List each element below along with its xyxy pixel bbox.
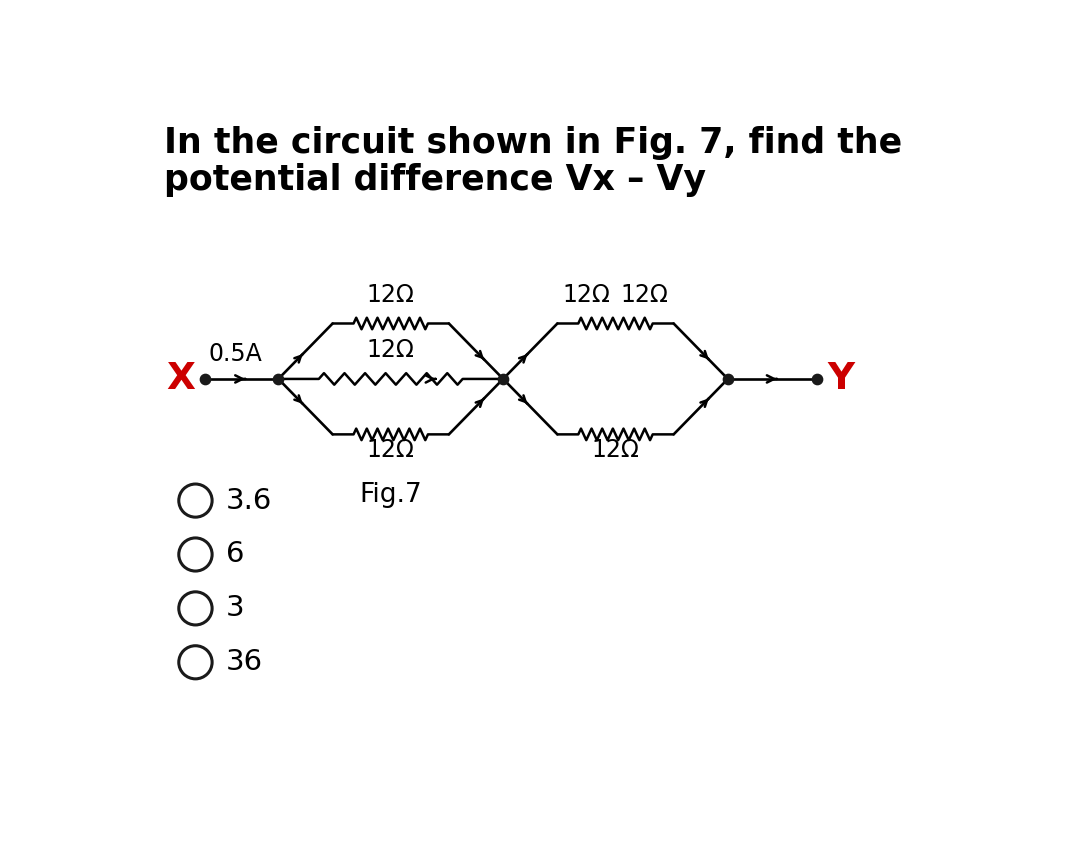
Text: In the circuit shown in Fig. 7, find the: In the circuit shown in Fig. 7, find the — [164, 127, 903, 160]
Point — [270, 372, 287, 386]
Text: Fig.7: Fig.7 — [360, 482, 422, 508]
Text: 12Ω: 12Ω — [563, 283, 610, 307]
Text: 0.5A: 0.5A — [208, 342, 262, 366]
Text: 3: 3 — [226, 595, 245, 623]
Text: Y: Y — [828, 361, 855, 397]
Text: 3.6: 3.6 — [226, 486, 272, 515]
Text: 12Ω: 12Ω — [367, 338, 415, 362]
Text: X: X — [166, 361, 195, 397]
Point — [719, 372, 737, 386]
Text: 12Ω: 12Ω — [592, 438, 639, 462]
Text: 6: 6 — [226, 540, 244, 569]
Point — [808, 372, 825, 386]
Text: 36: 36 — [226, 649, 264, 676]
Text: 12Ω: 12Ω — [367, 283, 415, 307]
Text: potential difference Vx – Vy: potential difference Vx – Vy — [164, 163, 706, 198]
Point — [495, 372, 512, 386]
Text: 12Ω: 12Ω — [621, 283, 669, 307]
Text: 12Ω: 12Ω — [367, 438, 415, 462]
Point — [197, 372, 214, 386]
